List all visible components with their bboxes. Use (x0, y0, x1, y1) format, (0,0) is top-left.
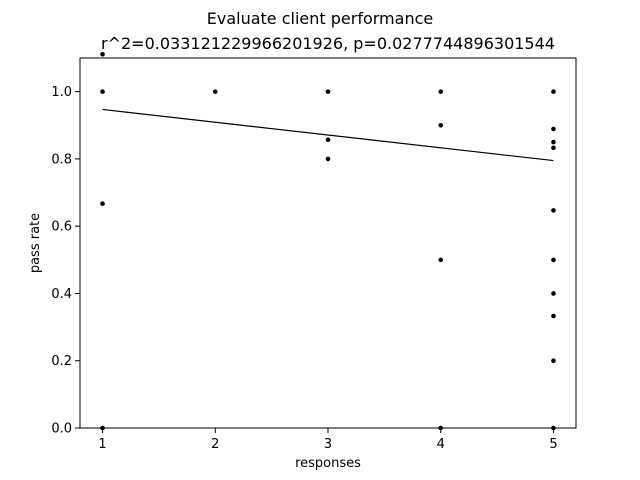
y-tick-label: 0.2 (51, 354, 72, 369)
data-point (325, 156, 331, 162)
data-point (100, 52, 105, 57)
trendline (102, 108, 554, 162)
x-tick-label: 2 (211, 437, 219, 452)
data-point (212, 89, 218, 94)
data-points-layer (100, 52, 556, 431)
data-point (438, 89, 444, 94)
data-point (100, 201, 105, 206)
y-tick-label: 0.0 (51, 422, 72, 437)
chart-title: Evaluate client performance (207, 9, 433, 28)
y-tick-label: 0.4 (51, 287, 72, 302)
y-tick-label: 0.6 (51, 220, 72, 235)
y-tick-label: 0.8 (51, 152, 72, 167)
x-axis-label: responses (295, 456, 361, 471)
data-point (551, 291, 556, 296)
data-point (325, 137, 331, 143)
x-tick-label: 3 (324, 437, 332, 452)
x-tick-label: 5 (549, 437, 557, 452)
y-axis-ticks: 0.0 0.2 0.4 0.6 0.8 1.0 (51, 85, 80, 437)
trendline-layer (102, 108, 554, 162)
chart-subtitle: r^2=0.033121229966201926, p=0.0277744896… (101, 34, 555, 53)
x-tick-label: 4 (437, 437, 445, 452)
y-tick-label: 1.0 (51, 85, 72, 100)
data-point (438, 122, 444, 128)
data-point (551, 313, 556, 319)
data-point (551, 126, 556, 132)
data-point (551, 257, 556, 263)
data-point (438, 257, 444, 263)
data-point (551, 89, 556, 94)
data-point (551, 145, 556, 151)
data-point (551, 208, 556, 213)
data-point (551, 139, 556, 145)
data-point (100, 89, 105, 94)
y-axis-label: pass rate (28, 213, 43, 273)
data-point (325, 89, 331, 94)
x-tick-label: 1 (98, 437, 106, 452)
x-axis-ticks: 1 2 3 4 5 (98, 428, 558, 452)
data-point (551, 358, 556, 364)
